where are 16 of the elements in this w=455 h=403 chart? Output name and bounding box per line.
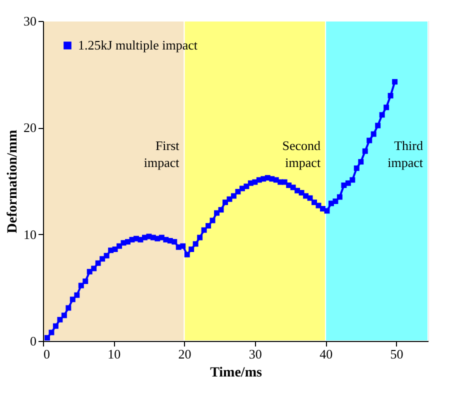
band-label: First impact [144,138,180,170]
y-tick-label: 30 [24,14,36,28]
x-axis-title: Time/ms [210,366,262,380]
x-tick-label: 50 [390,346,404,362]
legend-label: 1.25kJ multiple impact [78,38,198,52]
band-label: Third impact [388,138,424,170]
x-tick-label: 0 [44,346,50,362]
y-tick-label: 10 [24,226,36,242]
x-tick-label: 20 [178,346,192,362]
x-tick-label: 10 [108,346,121,362]
x-tick-label: 30 [248,346,262,362]
band-label: Second impact [282,138,322,170]
x-tick-label: 40 [320,346,333,362]
y-axis-title: Deformation/mm [6,129,20,234]
y-tick-label: 20 [24,120,36,136]
y-tick-label: 0 [30,334,36,348]
